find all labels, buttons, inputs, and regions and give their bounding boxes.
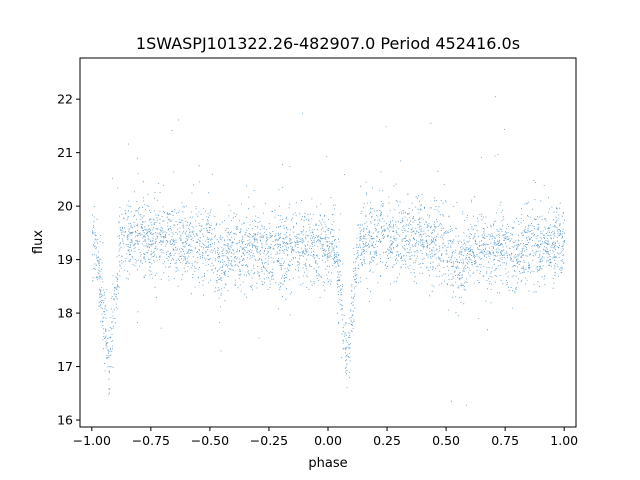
y-tick-label: 19 [57, 252, 73, 267]
scatter-points [91, 96, 566, 406]
x-tick-label: −1.00 [73, 433, 111, 448]
chart-title: 1SWASPJ101322.26-482907.0 Period 452416.… [136, 34, 520, 53]
y-tick-label: 18 [57, 306, 73, 321]
y-axis-label: flux [31, 230, 46, 254]
y-tick-label: 17 [57, 359, 73, 374]
y-tick-label: 16 [57, 413, 73, 428]
x-tick-label: 1.00 [550, 433, 578, 448]
x-tick-label: −0.25 [250, 433, 288, 448]
plot-area-frame [79, 57, 577, 428]
x-tick-label: −0.50 [191, 433, 229, 448]
x-tick-label: −0.75 [132, 433, 170, 448]
x-tick-label: 0.00 [314, 433, 342, 448]
y-axis: 16 17 18 19 20 21 22 [57, 92, 80, 428]
x-tick-label: 0.25 [373, 433, 401, 448]
x-tick-label: 0.75 [491, 433, 519, 448]
y-tick-label: 21 [57, 145, 73, 160]
x-axis: −1.00 −0.75 −0.50 −0.25 0.00 0.25 0.50 0.75 1.00 [73, 427, 578, 448]
y-tick-label: 22 [57, 92, 73, 107]
data-point-markers [91, 96, 566, 406]
x-tick-label: 0.50 [432, 433, 460, 448]
y-tick-label: 20 [57, 199, 73, 214]
x-axis-label: phase [308, 456, 347, 471]
